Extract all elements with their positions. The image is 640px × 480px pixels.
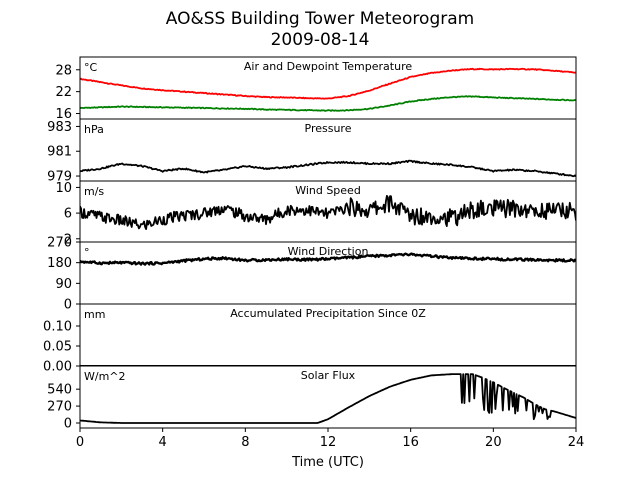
x-tick-label: 12 <box>320 435 337 450</box>
figure-title-line1: AO&SS Building Tower Meteorogram <box>166 9 474 29</box>
y-tick-label-temp: 16 <box>55 107 72 122</box>
series-line-temp-dewpoint <box>80 95 576 112</box>
x-tick-label: 24 <box>568 435 585 450</box>
y-tick-label-solar: 0 <box>64 416 72 431</box>
y-tick-label-wdir: 90 <box>55 277 72 292</box>
unit-label-wspd: m/s <box>84 185 104 198</box>
panel-title-temp: Air and Dewpoint Temperature <box>244 60 412 73</box>
panel-title-wspd: Wind Speed <box>295 184 361 197</box>
y-tick-label-temp: 22 <box>55 85 72 100</box>
unit-label-temp: °C <box>84 61 98 74</box>
x-tick-label: 16 <box>402 435 419 450</box>
y-tick-label-pressure: 983 <box>47 120 72 135</box>
series-line-wdir-default <box>80 252 576 266</box>
y-tick-label-wspd: 6 <box>64 207 72 222</box>
panel-wdir: 0 90 180 270 ° Wind Direction <box>47 236 577 313</box>
panel-title-solar: Solar Flux <box>301 369 356 382</box>
y-tick-label-pressure: 979 <box>47 170 72 185</box>
panel-temp: 16 22 28 °C Air and Dewpoint Temperature <box>55 56 577 122</box>
x-tick-label: 4 <box>159 435 167 450</box>
y-tick-label-wdir: 270 <box>47 236 72 251</box>
series-line-solar-default <box>80 373 576 424</box>
panel-wspd: 2 6 10 m/s Wind Speed <box>55 180 577 247</box>
unit-label-precip: mm <box>84 308 105 321</box>
unit-label-solar: W/m^2 <box>84 370 126 383</box>
unit-label-wdir: ° <box>84 246 90 259</box>
panel-title-precip: Accumulated Precipitation Since 0Z <box>230 307 426 320</box>
x-tick-label: 8 <box>241 435 249 450</box>
y-tick-label-solar: 270 <box>47 400 72 415</box>
panel-precip: 0.00 0.05 0.10 mm Accumulated Precipitation … <box>43 303 577 375</box>
y-tick-label-temp: 28 <box>55 63 72 78</box>
panel-pressure: 979 981 983 hPa Pressure <box>47 118 577 185</box>
y-tick-label-wspd: 2 <box>64 232 72 247</box>
y-tick-label-precip: 0.00 <box>43 360 72 375</box>
y-tick-label-pressure: 981 <box>47 145 72 160</box>
x-tick-label: 20 <box>485 435 502 450</box>
y-tick-label-wspd: 10 <box>55 181 72 196</box>
series-line-pressure-default <box>80 159 576 178</box>
x-tick-label: 0 <box>76 435 84 450</box>
y-tick-label-solar: 540 <box>47 383 72 398</box>
y-tick-label-wdir: 0 <box>64 298 72 313</box>
x-axis: 0 4 8 12 16 20 24 <box>76 428 584 450</box>
y-tick-label-precip: 0.05 <box>43 340 72 355</box>
series-line-wspd-default <box>80 194 576 231</box>
unit-label-pressure: hPa <box>84 123 104 136</box>
y-tick-label-wdir: 180 <box>47 256 72 271</box>
series-line-temp-temperature <box>80 67 576 100</box>
figure-title-line2: 2009-08-14 <box>271 30 370 50</box>
panel-title-wdir: Wind Direction <box>288 245 369 258</box>
panel-title-pressure: Pressure <box>305 122 352 135</box>
x-axis-label: Time (UTC) <box>291 455 364 470</box>
y-tick-label-precip: 0.10 <box>43 320 72 335</box>
